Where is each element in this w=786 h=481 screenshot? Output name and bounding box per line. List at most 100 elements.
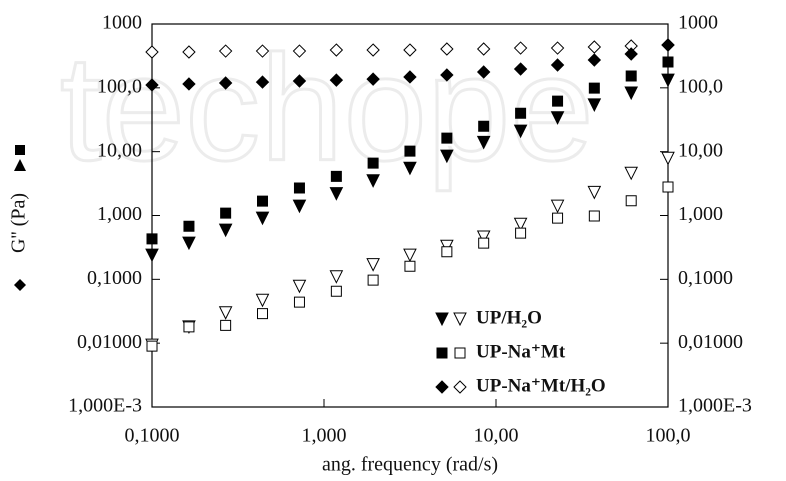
open-point — [550, 41, 565, 55]
y-tick-label: 1,000 — [97, 203, 142, 225]
point — [220, 207, 232, 219]
point — [625, 70, 637, 82]
legend-marker — [436, 347, 448, 359]
point — [292, 199, 307, 214]
point — [366, 174, 380, 188]
open-point — [404, 260, 416, 272]
open-point — [403, 43, 417, 57]
y-tick-label: 0,1000 — [87, 267, 142, 289]
open-point — [366, 258, 380, 272]
open-point — [625, 195, 637, 207]
open-point — [587, 185, 602, 200]
point — [550, 111, 565, 125]
point — [182, 236, 196, 251]
open-point — [550, 199, 565, 214]
point — [624, 86, 639, 101]
open-point — [403, 248, 417, 263]
x-tick-label: 1,000 — [302, 425, 347, 447]
point — [513, 124, 528, 139]
open-point — [218, 44, 233, 58]
point — [441, 132, 453, 144]
point — [624, 47, 638, 61]
point — [661, 38, 675, 52]
open-point — [329, 43, 344, 57]
point — [330, 170, 342, 182]
y-tick-label: 100,0 — [97, 75, 142, 97]
open-point — [513, 41, 528, 55]
y2-tick-label: 0,01000 — [678, 331, 743, 353]
point — [440, 149, 454, 164]
point — [293, 182, 305, 194]
legend-label: UP-Na⁺Mt — [476, 341, 566, 362]
y-tick-label: 1000 — [102, 12, 142, 34]
y2-tick-label: 10,00 — [678, 139, 723, 161]
point — [255, 75, 270, 89]
point — [588, 82, 600, 94]
open-point — [220, 319, 232, 331]
open-point — [329, 270, 344, 284]
y-axis-label: G'' (Pa) — [8, 193, 30, 253]
point — [145, 248, 159, 263]
point — [367, 157, 379, 169]
point — [183, 220, 195, 232]
watermark: techope — [60, 24, 594, 192]
open-point — [515, 227, 527, 239]
x-tick-label: 0,1000 — [125, 425, 180, 447]
point — [255, 211, 270, 226]
point — [403, 70, 417, 84]
point — [440, 68, 454, 82]
legend-marker-open — [454, 347, 466, 359]
point — [329, 73, 344, 87]
point — [661, 73, 675, 88]
y-axis-label-group: G'' (Pa) — [8, 145, 30, 291]
legend-marker-open — [453, 312, 467, 327]
legend-label: UP/H₂O — [476, 307, 542, 328]
open-point — [440, 42, 454, 56]
open-point — [218, 306, 233, 320]
point — [552, 95, 564, 107]
point — [292, 74, 307, 88]
legend-label: UP-Na⁺Mt/H₂O — [476, 375, 606, 396]
open-point — [292, 279, 307, 294]
open-point — [183, 321, 195, 333]
legend-marker — [435, 312, 449, 327]
open-point — [293, 296, 305, 308]
legend-marker — [435, 380, 449, 394]
point — [515, 107, 527, 119]
y2-tick-label: 1,000 — [678, 203, 723, 225]
y2-tick-label: 100,0 — [678, 75, 723, 97]
open-point — [624, 166, 639, 181]
open-point — [476, 230, 491, 245]
open-point — [182, 45, 196, 59]
open-point — [146, 340, 158, 352]
y-label-triangle — [14, 159, 26, 171]
point — [403, 161, 417, 176]
legend-box — [420, 287, 666, 391]
point — [550, 58, 565, 72]
y-tick-label: 0,01000 — [77, 331, 142, 353]
point — [513, 62, 528, 76]
open-point — [255, 293, 270, 308]
point — [476, 135, 491, 150]
open-point — [441, 246, 453, 258]
open-point — [367, 274, 379, 286]
open-point — [478, 237, 490, 249]
open-point — [661, 151, 675, 166]
point — [366, 72, 380, 86]
open-point — [145, 45, 159, 59]
point — [662, 56, 674, 68]
x-tick-label: 10,00 — [474, 425, 519, 447]
x-axis-label: ang. frequency (rad/s) — [322, 454, 498, 476]
open-point — [588, 210, 600, 222]
open-point — [476, 42, 491, 56]
y2-tick-label: 1,000E-3 — [678, 395, 752, 417]
point — [404, 145, 416, 157]
point — [476, 65, 491, 79]
y2-tick-label: 1000 — [678, 12, 718, 34]
y-tick-label: 1,000E-3 — [68, 395, 142, 417]
point — [587, 53, 602, 67]
point — [218, 76, 233, 90]
point — [329, 187, 344, 201]
open-point — [440, 239, 454, 254]
